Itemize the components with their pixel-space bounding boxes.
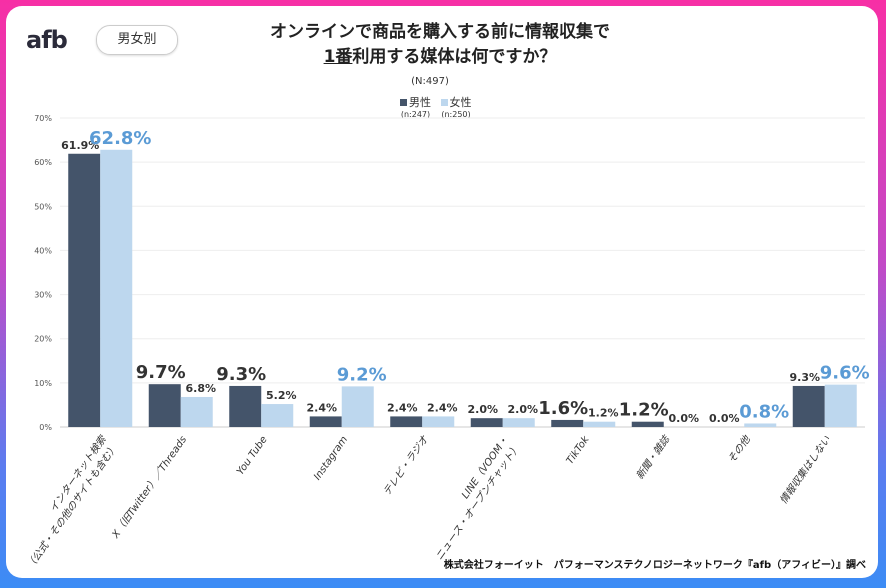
legend: 男性 (n:247) 女性 (n:250)	[400, 94, 478, 120]
y-tick-label: 30%	[34, 291, 52, 300]
title-rest: 利用する媒体は何ですか？	[352, 47, 557, 67]
legend-swatch-male	[400, 99, 407, 106]
x-tick-line: Instagram	[312, 434, 350, 482]
x-tick-label: Instagram	[312, 434, 350, 482]
x-tick-label: 情報収集はしない	[777, 434, 833, 506]
legend-female: 女性 (n:250)	[440, 94, 472, 119]
data-label: 2.0%	[507, 403, 538, 416]
bar-female	[583, 421, 616, 427]
x-tick-line: X（旧Twitter）／Threads	[109, 434, 189, 541]
x-tick-label: X（旧Twitter）／Threads	[109, 434, 189, 541]
legend-n: (n:247)	[400, 110, 431, 119]
legend-label: 女性	[449, 96, 472, 109]
legend-n: (n:250)	[441, 110, 471, 119]
data-label: 5.2%	[266, 389, 297, 402]
x-tick-label: 新聞・雑誌	[634, 432, 674, 481]
x-tick-label: LINE（VOOM・ニュース・オープンチャット）	[422, 434, 523, 563]
bar-male	[68, 153, 101, 427]
x-tick-line: You Tube	[235, 434, 270, 477]
y-tick-label: 70%	[34, 114, 52, 123]
data-label: 0.8%	[739, 401, 789, 422]
data-label: 0.0%	[709, 412, 740, 425]
data-label: 1.2%	[619, 400, 669, 421]
x-tick-label: テレビ・ラジオ	[381, 433, 431, 498]
x-tick-line: 情報収集はしない	[777, 434, 833, 506]
data-label: 1.2%	[588, 407, 619, 420]
bar-female	[180, 396, 213, 427]
bar-female	[824, 384, 857, 427]
title-underlined: 1番	[323, 47, 353, 67]
data-label: 61.9%	[61, 139, 99, 152]
bar-female	[100, 149, 133, 428]
credit: 株式会社フォーイット パフォーマンステクノロジーネットワーク『afb（アフィビー…	[443, 560, 866, 571]
chart-title: オンラインで商品を購入する前に情報収集で 1番利用する媒体は何ですか？	[230, 20, 650, 70]
y-tick-label: 0%	[39, 423, 52, 432]
bar-male	[309, 416, 342, 427]
y-tick-label: 40%	[34, 246, 52, 255]
legend-label: 男性	[409, 96, 431, 109]
data-label: 9.7%	[136, 362, 186, 383]
x-tick-label: You Tube	[235, 434, 270, 477]
data-label: 0.0%	[668, 412, 699, 425]
x-tick-line: ニュース・オープンチャット）	[433, 442, 522, 563]
x-tick-line: 新聞・雑誌	[634, 432, 674, 481]
bar-male	[551, 419, 584, 427]
bar-male	[470, 418, 503, 427]
title-line-1: オンラインで商品を購入する前に情報収集で	[270, 22, 610, 42]
title-line-2: 1番利用する媒体は何ですか？	[230, 45, 650, 70]
x-tick-line: TikTok	[565, 433, 593, 466]
gender-filter-pill[interactable]: 男女別	[96, 25, 178, 55]
data-label: 9.2%	[337, 364, 387, 385]
data-label: 9.3%	[216, 364, 266, 385]
x-tick-line: テレビ・ラジオ	[381, 433, 431, 498]
data-label: 6.8%	[185, 382, 216, 395]
legend-swatch-female	[440, 99, 448, 106]
x-tick-label: TikTok	[565, 433, 593, 466]
x-tick-label: インターネット検索（公式・その他のサイトも含む）	[13, 432, 121, 571]
bar-male	[148, 384, 181, 427]
bar-female	[261, 404, 294, 427]
afb-logo: afb	[26, 26, 68, 54]
data-label: 2.4%	[427, 401, 458, 414]
bar-female	[744, 423, 777, 427]
bar-female	[341, 386, 374, 427]
bar-female	[502, 418, 535, 427]
bar-male	[229, 385, 262, 427]
legend-male: 男性 (n:247)	[400, 94, 431, 119]
data-label: 2.4%	[387, 401, 418, 414]
y-tick-label: 60%	[34, 158, 52, 167]
data-label: 2.0%	[467, 403, 498, 416]
sample-size: (N:497)	[411, 76, 449, 87]
bar-male	[631, 421, 664, 427]
x-tick-line: その他	[726, 433, 754, 465]
y-tick-label: 20%	[34, 335, 52, 344]
y-tick-label: 10%	[34, 379, 52, 388]
data-label: 9.3%	[789, 371, 820, 384]
data-label: 2.4%	[306, 401, 337, 414]
bar-male	[792, 385, 825, 427]
data-label: 1.6%	[538, 398, 588, 419]
data-label: 62.8%	[89, 128, 151, 149]
x-tick-label: その他	[726, 433, 754, 465]
bar-male	[390, 416, 423, 427]
bar-female	[422, 416, 455, 427]
y-tick-label: 50%	[34, 202, 52, 211]
x-tick-line: （公式・その他のサイトも含む）	[24, 442, 120, 572]
data-label: 9.6%	[820, 363, 870, 384]
